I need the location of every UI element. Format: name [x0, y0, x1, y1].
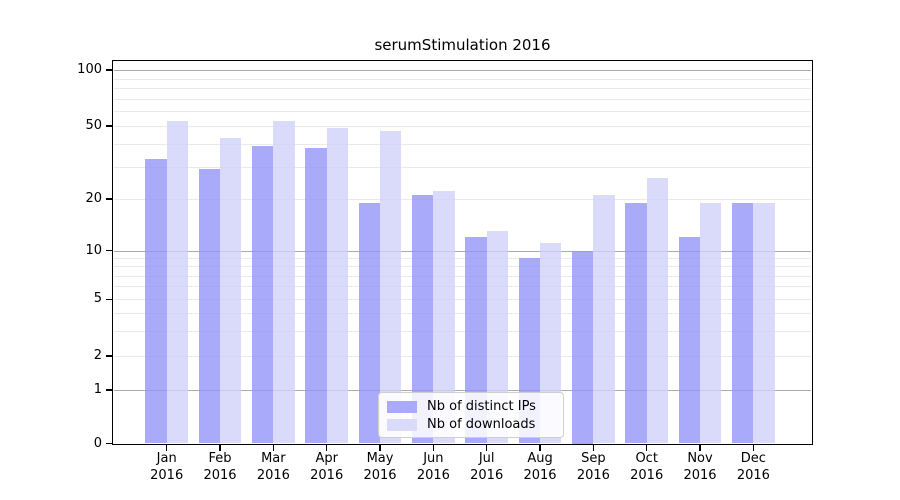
x-tick-label-feb: Feb 2016	[203, 451, 237, 483]
bar-distinct-ips-jun	[412, 195, 434, 444]
y-tick-mark-5	[106, 298, 112, 300]
bar-distinct-ips-dec	[732, 202, 754, 444]
gridline-minor	[113, 356, 811, 357]
x-tick-label-apr: Apr 2016	[310, 451, 344, 483]
legend-swatch-downloads	[387, 419, 417, 431]
gridline-minor	[113, 88, 811, 90]
gridline-minor	[113, 111, 811, 113]
x-tick-label-nov: Nov 2016	[683, 451, 717, 483]
y-tick-label-0: 0	[93, 435, 102, 451]
gridline-major	[113, 250, 811, 252]
y-tick-mark-0	[106, 442, 112, 445]
bar-downloads-may	[380, 130, 402, 444]
bar-downloads-sep	[593, 195, 615, 444]
bar-distinct-ips-sep	[572, 250, 594, 444]
gridline-minor	[113, 199, 811, 200]
y-tick-mark-100	[106, 69, 112, 71]
gridline-minor	[113, 266, 811, 268]
x-tick-mark-dec	[752, 445, 755, 451]
bar-downloads-mar	[273, 121, 295, 444]
x-tick-mark-mar	[272, 445, 275, 451]
gridline-minor	[113, 257, 811, 259]
x-tick-mark-jul	[485, 445, 488, 451]
chart-title: serumStimulation 2016	[374, 36, 551, 54]
y-tick-mark-10	[106, 249, 112, 252]
y-tick-label-1: 1	[93, 382, 102, 397]
x-tick-mark-feb	[219, 445, 221, 451]
gridline-minor	[113, 330, 811, 332]
bar-distinct-ips-apr	[305, 147, 327, 444]
bar-distinct-ips-nov	[678, 236, 701, 444]
y-tick-label-50: 50	[85, 118, 102, 133]
y-tick-label-5: 5	[93, 291, 102, 307]
bar-downloads-oct	[646, 178, 668, 444]
legend-item-downloads: Nb of downloads	[387, 416, 555, 434]
bar-distinct-ips-jul	[465, 236, 487, 444]
x-tick-mark-jan	[166, 445, 168, 451]
x-tick-mark-oct	[645, 445, 648, 451]
bar-distinct-ips-oct	[625, 202, 647, 444]
x-tick-label-aug: Aug 2016	[523, 451, 557, 483]
y-tick-mark-50	[106, 125, 112, 127]
x-tick-label-jul: Jul 2016	[470, 451, 504, 483]
bar-distinct-ips-may	[358, 202, 381, 444]
legend-item-distinct-ips: Nb of distinct IPs	[387, 398, 555, 416]
gridline-minor	[113, 166, 811, 168]
legend-swatch-distinct-ips	[387, 401, 417, 413]
x-tick-mark-nov	[699, 445, 701, 451]
x-tick-mark-may	[379, 445, 381, 451]
y-tick-mark-1	[106, 389, 112, 391]
legend-label-downloads: Nb of downloads	[427, 417, 536, 432]
gridline-minor	[113, 286, 811, 288]
x-tick-mark-aug	[539, 445, 541, 451]
y-tick-label-2: 2	[93, 348, 102, 363]
bar-downloads-dec	[753, 202, 775, 444]
gridline-minor	[113, 143, 811, 145]
gridline-minor	[113, 78, 811, 80]
bar-downloads-feb	[220, 138, 242, 444]
legend-label-distinct-ips: Nb of distinct IPs	[427, 399, 536, 414]
x-tick-label-may: May 2016	[363, 451, 397, 483]
x-tick-label-jan: Jan 2016	[150, 451, 184, 483]
y-tick-label-20: 20	[85, 191, 102, 206]
gridline-minor	[113, 275, 811, 277]
x-tick-label-jun: Jun 2016	[416, 451, 450, 483]
bar-distinct-ips-feb	[198, 169, 221, 444]
plot-area	[112, 60, 813, 445]
gridline-major	[113, 390, 811, 391]
bar-downloads-jun	[433, 191, 455, 444]
x-tick-mark-sep	[592, 445, 595, 451]
bar-distinct-ips-jan	[145, 159, 167, 444]
gridline-major	[113, 70, 811, 71]
x-tick-label-mar: Mar 2016	[256, 451, 290, 483]
x-tick-mark-jun	[432, 445, 435, 451]
y-tick-label-10: 10	[85, 242, 102, 258]
bar-downloads-apr	[326, 127, 348, 444]
gridline-minor	[113, 126, 811, 127]
x-tick-label-dec: Dec 2016	[736, 451, 770, 483]
x-tick-mark-apr	[325, 445, 328, 451]
y-tick-mark-2	[106, 355, 112, 357]
gridline-minor	[113, 313, 811, 315]
x-tick-label-oct: Oct 2016	[630, 451, 664, 483]
y-tick-label-100: 100	[77, 62, 102, 77]
gridline-minor	[113, 299, 811, 301]
y-tick-mark-20	[106, 198, 112, 200]
bar-downloads-nov	[700, 202, 722, 444]
legend: Nb of distinct IPs Nb of downloads	[378, 392, 564, 438]
x-tick-label-sep: Sep 2016	[576, 451, 610, 483]
bar-downloads-jul	[486, 231, 508, 444]
bar-downloads-jan	[166, 121, 188, 444]
gridline-minor	[113, 98, 811, 100]
bar-distinct-ips-mar	[252, 145, 274, 444]
